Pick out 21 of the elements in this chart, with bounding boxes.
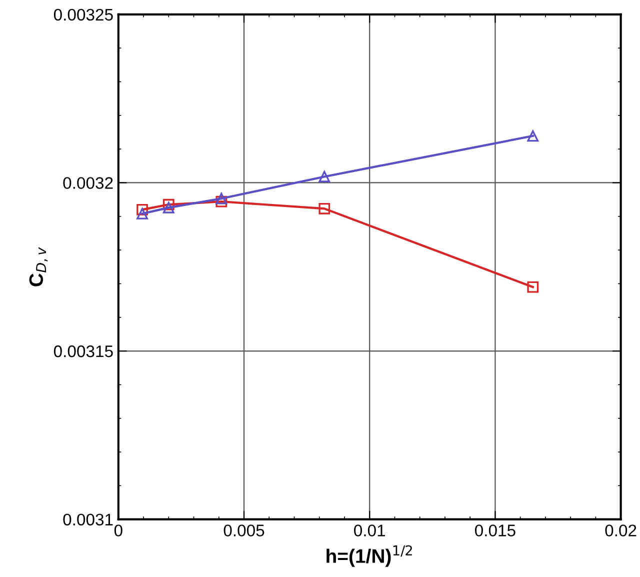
y-tick-label: 0.0031 [63,514,113,526]
point [216,192,228,204]
x-tick-label: 0.015 [475,524,516,536]
point [318,202,330,214]
point [162,198,174,210]
x-tick-label: 0.01 [354,524,386,536]
point [136,208,148,220]
point [527,281,539,293]
y-tick-label: 0.0032 [63,177,113,189]
x-tick-label: 0.005 [224,524,264,536]
point [162,202,174,214]
x-axis-title: h=(1/N)$^{1/2}$ [326,545,412,567]
point [527,130,539,142]
y-tick-label: 0.00325 [54,8,113,21]
point [318,170,330,182]
y-tick-label: 0.00315 [54,345,113,358]
y-axis-title: C$_{D,v}$ [29,247,48,286]
x-tick-label: 0.02 [605,524,636,536]
point [216,196,228,208]
x-tick-label: 0 [114,524,122,536]
point [136,204,148,216]
